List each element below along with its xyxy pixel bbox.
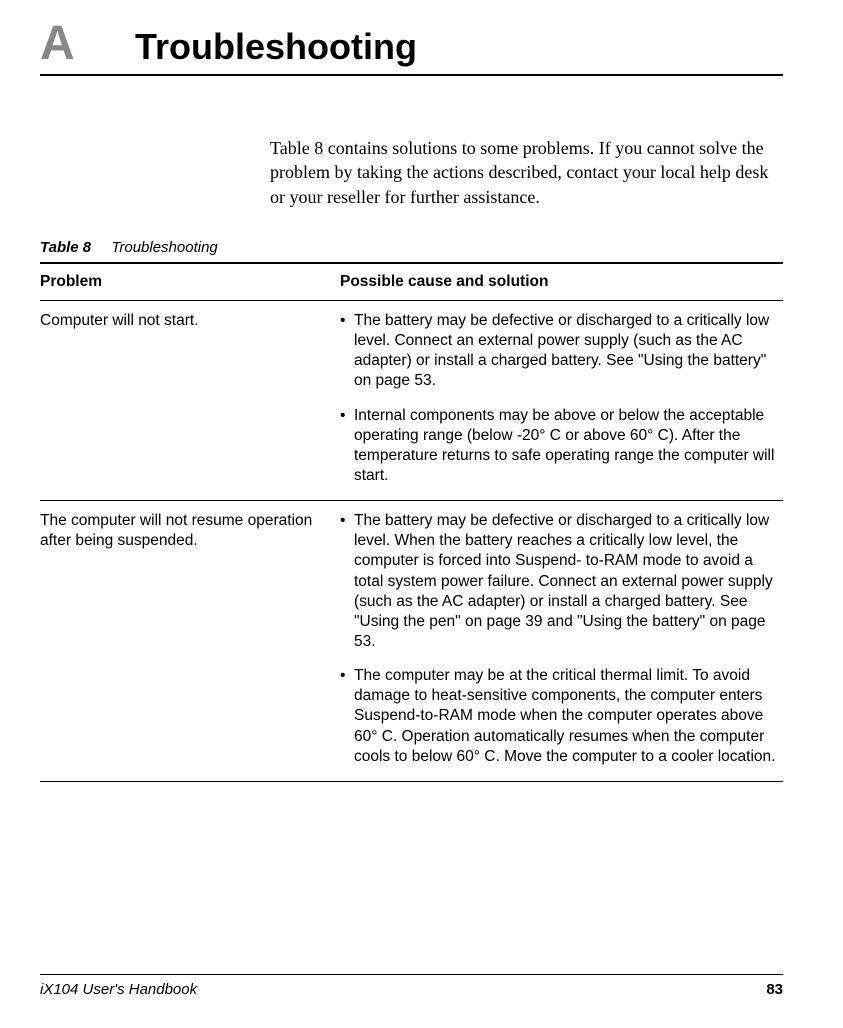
page-content: A Troubleshooting Table 8 contains solut… bbox=[0, 0, 843, 782]
col-header-problem: Problem bbox=[40, 272, 340, 292]
table-row: Computer will not start. The battery may… bbox=[40, 301, 783, 501]
problem-cell: Computer will not start. bbox=[40, 311, 340, 486]
table-number: Table 8 bbox=[40, 239, 91, 256]
table-header-row: Problem Possible cause and solution bbox=[40, 264, 783, 301]
footer-book-title: iX104 User's Handbook bbox=[40, 981, 197, 998]
page-title: Troubleshooting bbox=[135, 26, 417, 68]
troubleshoot-table: Problem Possible cause and solution Comp… bbox=[40, 262, 783, 782]
header-row: A Troubleshooting bbox=[40, 20, 783, 76]
problem-cell: The computer will not resume operation a… bbox=[40, 511, 340, 767]
table-row: The computer will not resume operation a… bbox=[40, 501, 783, 782]
table-title: Troubleshooting bbox=[111, 239, 217, 256]
solution-bullet: Internal components may be above or belo… bbox=[340, 406, 783, 487]
solution-bullet: The battery may be defective or discharg… bbox=[340, 311, 783, 392]
solution-bullet: The battery may be defective or discharg… bbox=[340, 511, 783, 652]
col-header-solution: Possible cause and solution bbox=[340, 272, 783, 292]
appendix-letter: A bbox=[40, 20, 135, 68]
solution-bullet: The computer may be at the critical ther… bbox=[340, 666, 783, 767]
table-caption: Table 8 Troubleshooting bbox=[40, 239, 783, 256]
solution-cell: The battery may be defective or discharg… bbox=[340, 311, 783, 486]
footer-page-number: 83 bbox=[766, 981, 783, 998]
page-footer: iX104 User's Handbook 83 bbox=[40, 974, 783, 998]
solution-cell: The battery may be defective or discharg… bbox=[340, 511, 783, 767]
intro-paragraph: Table 8 contains solutions to some probl… bbox=[270, 136, 783, 209]
